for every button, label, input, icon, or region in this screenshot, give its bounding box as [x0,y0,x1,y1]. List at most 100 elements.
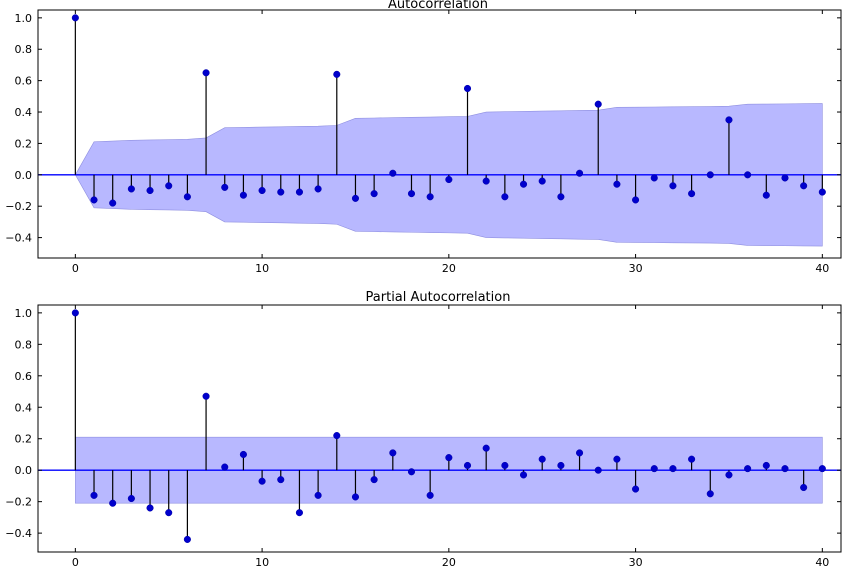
acf-ytick-label: 0.2 [15,137,33,150]
acf-point-lag-6 [183,193,191,201]
pacf-point-lag-32 [669,465,677,473]
pacf-point-lag-13 [314,491,322,499]
pacf-point-lag-8 [221,463,229,471]
acf-xtick-label: 0 [72,262,79,275]
pacf-point-lag-11 [277,476,285,484]
acf-point-lag-14 [333,70,341,78]
acf-point-lag-2 [109,199,117,207]
acf-point-lag-24 [519,180,528,188]
pacf-point-lag-39 [800,483,808,492]
pacf-title: Partial Autocorrelation [366,290,511,305]
pacf-ytick-label: 0.2 [15,433,33,446]
acf-point-lag-32 [669,182,677,190]
pacf-point-lag-29 [613,455,621,463]
pacf-point-lag-19 [426,491,434,499]
acf-point-lag-10 [258,186,266,195]
acf-point-lag-17 [389,169,397,177]
acf-point-lag-22 [482,177,490,185]
pacf-point-lag-14 [333,432,341,440]
acf-point-lag-31 [650,174,658,182]
acf-point-lag-23 [501,193,509,201]
acf-xtick-label: 30 [629,262,643,275]
pacf-point-lag-30 [632,485,640,493]
pacf-point-lag-22 [482,444,490,452]
pacf-xtick-label: 20 [442,556,456,568]
acf-point-lag-0 [71,14,79,22]
acf-point-lag-28 [594,100,602,108]
pacf-point-lag-18 [407,468,416,476]
acf-point-lag-40 [818,188,826,196]
acf-point-lag-37 [762,191,770,199]
pacf-point-lag-6 [183,535,191,543]
pacf-point-lag-38 [781,465,789,473]
pacf-point-lag-3 [127,494,135,503]
acf-point-lag-30 [632,196,640,204]
acf-point-lag-7 [202,69,210,77]
pacf-point-lag-31 [650,465,658,473]
pacf-point-lag-10 [258,477,266,485]
pacf-plot-area [37,304,842,553]
acf-ytick-label: −0.4 [5,232,32,245]
pacf-ytick-label: 0.8 [15,338,33,351]
pacf-point-lag-27 [576,449,584,457]
pacf-point-lag-15 [351,493,360,501]
pacf-xtick-label: 10 [255,556,269,568]
acf-ytick-label: 0.0 [15,169,33,182]
partial-autocorrelation-panel: Partial Autocorrelation 0 10 20 30 40 1.0 0.8 0… [5,290,842,568]
acf-point-lag-1 [90,196,98,204]
pacf-point-lag-5 [165,509,173,517]
acf-point-lag-19 [426,193,434,201]
pacf-point-lag-40 [818,465,826,473]
pacf-point-lag-20 [445,454,453,462]
pacf-point-lag-4 [146,504,154,512]
acf-ytick-label: −0.2 [5,200,32,213]
acf-point-lag-5 [165,182,173,190]
acf-point-lag-29 [613,180,621,188]
pacf-xtick-label: 30 [629,556,643,568]
acf-ytick-label: 0.8 [15,43,33,56]
autocorrelation-panel: Autocorrelation 0 10 20 30 40 1.0 0.8 0.6 0.4 0.2… [5,0,842,275]
pacf-point-lag-36 [744,465,752,473]
acf-point-lag-34 [706,171,714,179]
pacf-ytick-label: 1.0 [15,307,33,320]
acf-point-lag-9 [239,191,247,199]
acf-ytick-label: 0.6 [15,75,33,88]
pacf-ytick-label: 0.6 [15,370,33,383]
pacf-ytick-label: 0.0 [15,464,33,477]
acf-xtick-label: 40 [815,262,829,275]
pacf-point-lag-26 [557,461,565,470]
acf-point-lag-8 [221,183,229,191]
acf-point-lag-39 [800,182,808,190]
pacf-ytick-label: −0.2 [5,496,32,509]
acf-point-lag-35 [725,116,733,124]
pacf-point-lag-37 [762,461,770,470]
pacf-point-lag-24 [519,471,528,479]
pacf-point-lag-28 [594,466,602,474]
acf-xtick-label: 10 [255,262,269,275]
acf-point-lag-12 [295,188,303,196]
acf-point-lag-13 [314,185,322,193]
acf-point-lag-36 [744,171,752,179]
acf-point-lag-25 [538,177,546,185]
pacf-xtick-label: 0 [72,556,79,568]
pacf-point-lag-33 [688,455,696,463]
acf-point-lag-15 [351,194,360,202]
pacf-point-lag-34 [706,490,714,498]
pacf-point-lag-21 [463,461,472,470]
pacf-point-lag-0 [71,309,79,317]
acf-point-lag-38 [781,174,789,182]
acf-point-lag-3 [127,185,135,193]
acf-point-lag-21 [463,84,472,93]
pacf-point-lag-35 [725,471,733,479]
pacf-point-lag-9 [239,450,247,459]
acf-ytick-label: 1.0 [15,12,33,25]
acf-point-lag-18 [407,190,416,198]
pacf-point-lag-2 [109,499,117,507]
pacf-point-lag-7 [202,392,210,400]
acf-xtick-label: 20 [442,262,456,275]
pacf-point-lag-12 [295,509,303,517]
acf-title: Autocorrelation [388,0,488,12]
pacf-point-lag-23 [501,461,509,470]
pacf-point-lag-1 [90,491,98,499]
